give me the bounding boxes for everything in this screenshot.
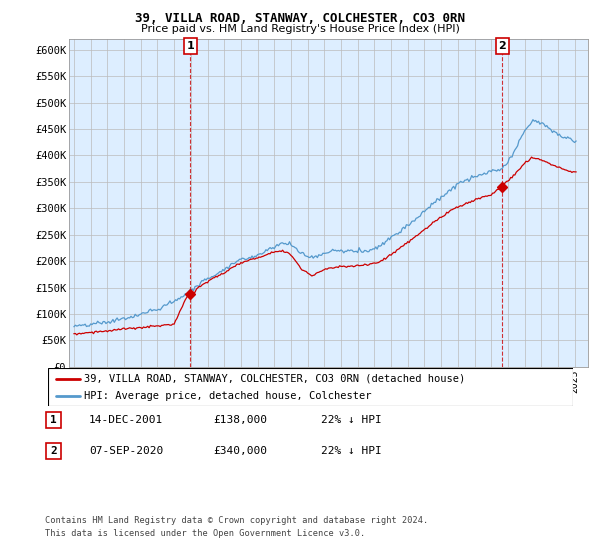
Text: 39, VILLA ROAD, STANWAY, COLCHESTER, CO3 0RN: 39, VILLA ROAD, STANWAY, COLCHESTER, CO3… bbox=[135, 12, 465, 25]
Text: £340,000: £340,000 bbox=[213, 446, 267, 456]
Text: 1: 1 bbox=[50, 415, 57, 425]
Text: 2: 2 bbox=[499, 41, 506, 51]
Text: HPI: Average price, detached house, Colchester: HPI: Average price, detached house, Colc… bbox=[84, 391, 371, 401]
Text: 22% ↓ HPI: 22% ↓ HPI bbox=[321, 446, 382, 456]
Text: £138,000: £138,000 bbox=[213, 415, 267, 425]
Text: 39, VILLA ROAD, STANWAY, COLCHESTER, CO3 0RN (detached house): 39, VILLA ROAD, STANWAY, COLCHESTER, CO3… bbox=[84, 374, 465, 384]
Text: 14-DEC-2001: 14-DEC-2001 bbox=[89, 415, 163, 425]
Text: Contains HM Land Registry data © Crown copyright and database right 2024.
This d: Contains HM Land Registry data © Crown c… bbox=[45, 516, 428, 538]
Text: 07-SEP-2020: 07-SEP-2020 bbox=[89, 446, 163, 456]
Text: 1: 1 bbox=[186, 41, 194, 51]
Text: Price paid vs. HM Land Registry's House Price Index (HPI): Price paid vs. HM Land Registry's House … bbox=[140, 24, 460, 34]
Text: 22% ↓ HPI: 22% ↓ HPI bbox=[321, 415, 382, 425]
Text: 2: 2 bbox=[50, 446, 57, 456]
